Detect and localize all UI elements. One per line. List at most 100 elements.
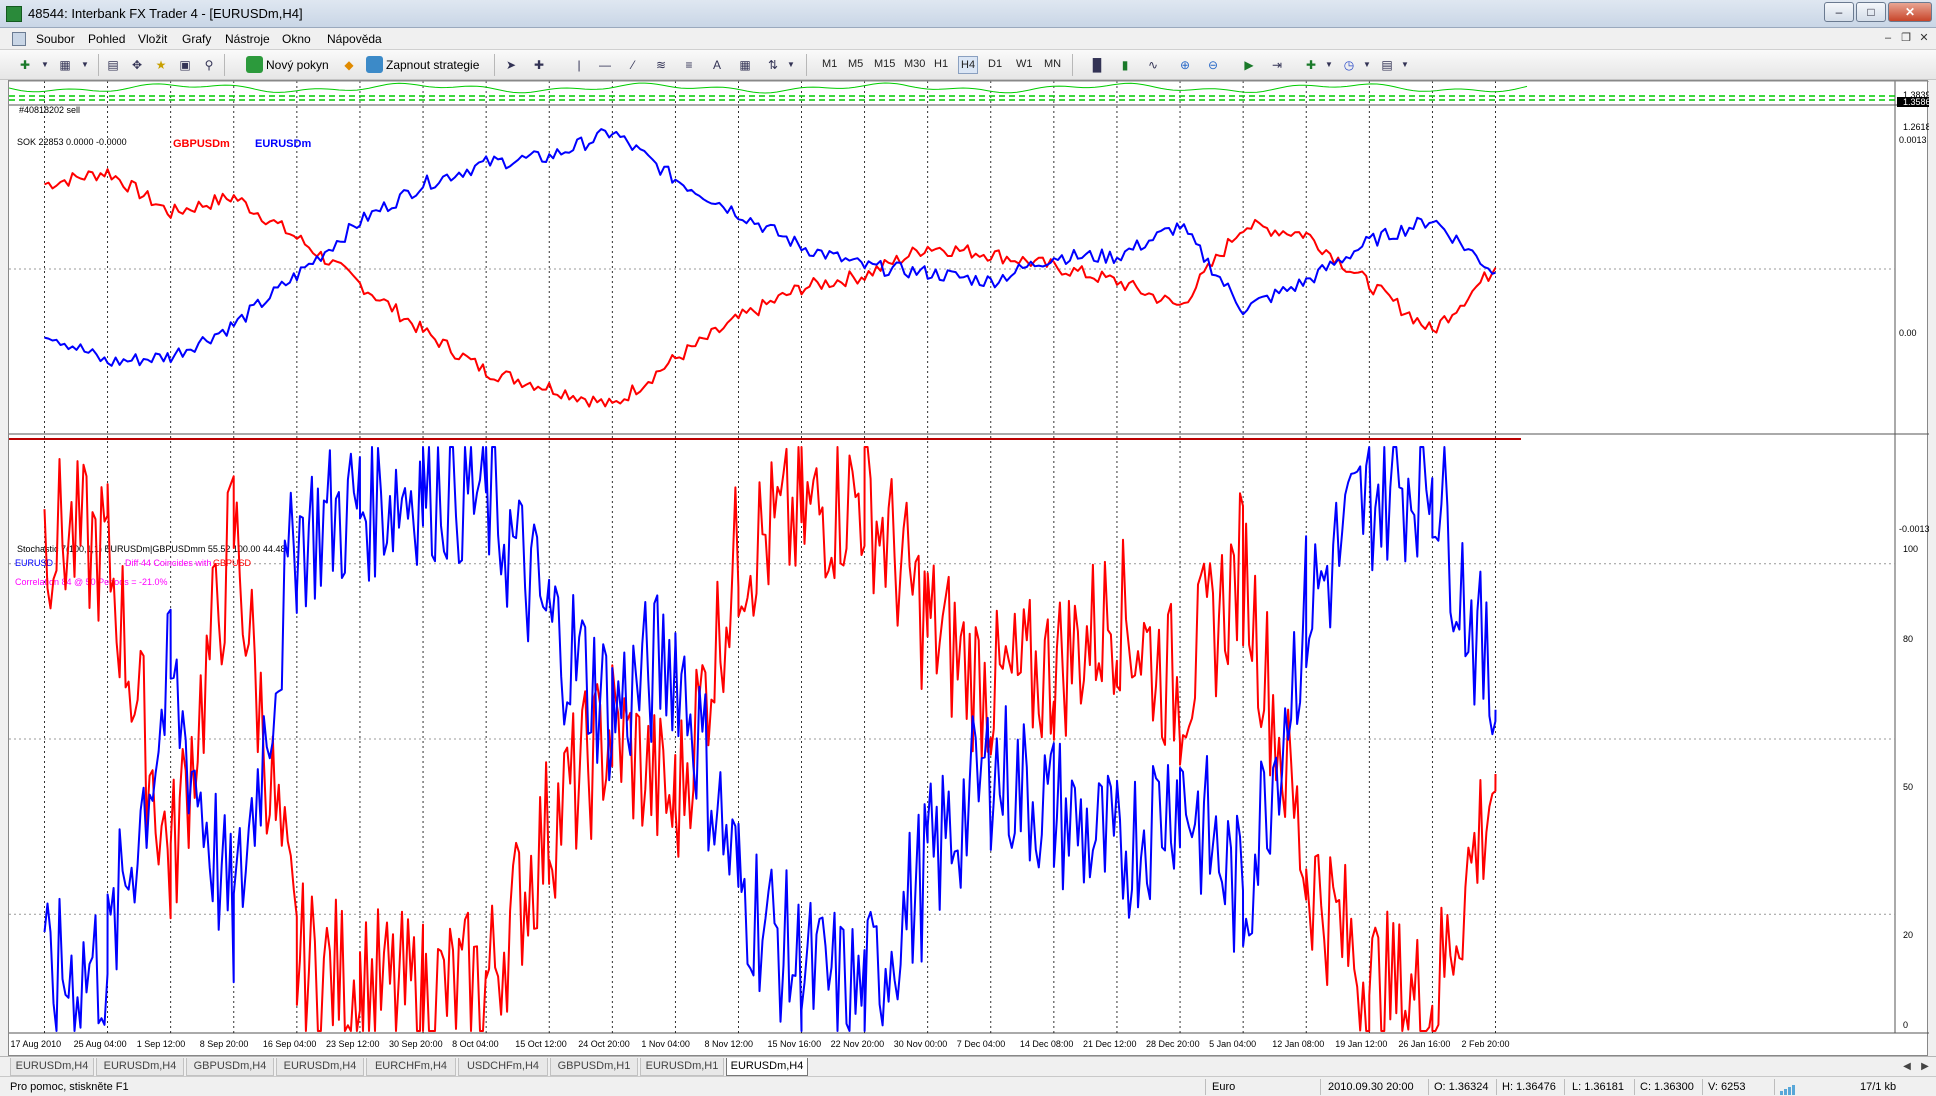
timeframe-d1-button[interactable]: D1 bbox=[988, 58, 1003, 70]
timeframe-h1-button[interactable]: H1 bbox=[934, 58, 949, 70]
chart-shift-icon[interactable]: ⇥ bbox=[1271, 58, 1283, 72]
data-window-icon[interactable]: ✥ bbox=[131, 58, 143, 72]
templates-dropdown-icon[interactable]: ▼ bbox=[1401, 60, 1409, 69]
minimize-button[interactable]: – bbox=[1824, 2, 1854, 22]
fibonacci-icon[interactable]: ≡ bbox=[685, 58, 693, 72]
time-axis: 17 Aug 2010 25 Aug 04:00 1 Sep 12:00 8 Sep … bbox=[11, 1039, 1510, 1049]
line-chart-icon[interactable]: ∿ bbox=[1147, 58, 1159, 72]
timeframe-m15-button[interactable]: M15 bbox=[874, 58, 896, 70]
timeframe-w1-button[interactable]: W1 bbox=[1016, 58, 1033, 70]
app-icon bbox=[6, 6, 22, 22]
stoch-scale-50: 50 bbox=[1903, 782, 1913, 792]
menu-soubor[interactable]: Soubor bbox=[36, 32, 75, 46]
chart-tab-8[interactable]: EURUSDm,H1 bbox=[640, 1058, 724, 1076]
chart-tab-1[interactable]: EURUSDm,H4 bbox=[10, 1058, 94, 1076]
chart-tab-9[interactable]: EURUSDm,H4 bbox=[726, 1058, 808, 1076]
timeframe-m1-button[interactable]: M1 bbox=[822, 58, 838, 70]
status-profile[interactable]: Euro bbox=[1212, 1081, 1236, 1093]
menu-grafy[interactable]: Grafy bbox=[182, 32, 212, 46]
status-separator bbox=[1634, 1079, 1635, 1095]
mdi-restore-icon[interactable]: ❐ bbox=[1901, 32, 1911, 44]
time-axis-label: 23 Sep 12:00 bbox=[326, 1039, 380, 1049]
vertical-line-icon[interactable]: | bbox=[577, 58, 581, 72]
status-separator bbox=[1320, 1079, 1321, 1095]
terminal-icon[interactable]: ▣ bbox=[179, 58, 191, 72]
chart-tab-3[interactable]: GBPUSDm,H4 bbox=[186, 1058, 274, 1076]
expert-advisors-button[interactable]: Zapnout strategie bbox=[364, 55, 483, 75]
maximize-button[interactable]: □ bbox=[1856, 2, 1886, 22]
stochastic-eurusd-line bbox=[43, 446, 1497, 1032]
time-axis-label: 2 Feb 20:00 bbox=[1461, 1039, 1509, 1049]
menu-napoveda[interactable]: Nápověda bbox=[327, 32, 382, 46]
equidistant-channel-icon[interactable]: ≋ bbox=[655, 58, 667, 72]
chart-tab-4[interactable]: EURUSDm,H4 bbox=[276, 1058, 364, 1076]
chart-document-icon[interactable] bbox=[12, 32, 26, 46]
indicators-icon[interactable]: ✚ bbox=[1305, 58, 1317, 72]
candlestick-icon[interactable]: ▮ bbox=[1121, 58, 1129, 72]
close-button[interactable]: ✕ bbox=[1888, 2, 1932, 22]
time-axis-label: 24 Oct 20:00 bbox=[578, 1039, 630, 1049]
zoom-out-icon[interactable]: ⊖ bbox=[1207, 58, 1219, 72]
mdi-minimize-icon[interactable]: – bbox=[1884, 32, 1892, 44]
indicators-dropdown-icon[interactable]: ▼ bbox=[1325, 60, 1333, 69]
zoom-in-icon[interactable]: ⊕ bbox=[1179, 58, 1191, 72]
chart-tab-5[interactable]: EURCHFm,H4 bbox=[366, 1058, 456, 1076]
time-axis-label: 28 Dec 20:00 bbox=[1146, 1039, 1200, 1049]
time-axis-label: 22 Nov 20:00 bbox=[831, 1039, 885, 1049]
chart-tab-6[interactable]: USDCHFm,H4 bbox=[458, 1058, 548, 1076]
tester-icon[interactable]: ⚲ bbox=[204, 58, 214, 72]
mdi-close-icon[interactable]: ✕ bbox=[1919, 32, 1929, 44]
crosshair-icon[interactable]: ✚ bbox=[533, 58, 545, 72]
status-open: O: 1.36324 bbox=[1434, 1081, 1489, 1093]
chart-tab-2[interactable]: EURUSDm,H4 bbox=[96, 1058, 184, 1076]
tab-scroll-right-icon[interactable]: ▶ bbox=[1921, 1061, 1929, 1072]
timeframe-h4-button[interactable]: H4 bbox=[958, 56, 979, 74]
market-watch-icon[interactable]: ▤ bbox=[107, 58, 119, 72]
menu-okno[interactable]: Okno bbox=[282, 32, 311, 46]
auto-scroll-icon[interactable]: ▶ bbox=[1244, 58, 1254, 72]
legend-eurusd: EURUSDm bbox=[255, 138, 311, 150]
tab-scroll-left-icon[interactable]: ◀ bbox=[1903, 1061, 1911, 1072]
time-axis-label: 7 Dec 04:00 bbox=[957, 1039, 1006, 1049]
menu-nastroje[interactable]: Nástroje bbox=[225, 32, 270, 46]
top-pane-label: #40818202 sell bbox=[19, 105, 80, 115]
text-label-icon[interactable]: ▦ bbox=[739, 58, 751, 72]
menu-vlozit[interactable]: Vložit bbox=[138, 32, 168, 46]
new-order-button[interactable]: Nový pokyn bbox=[244, 55, 333, 75]
timeframe-m5-button[interactable]: M5 bbox=[848, 58, 864, 70]
time-axis-label: 12 Jan 08:00 bbox=[1272, 1039, 1324, 1049]
trendline-icon[interactable]: ⁄ bbox=[631, 58, 634, 72]
grid bbox=[9, 81, 1929, 1034]
middle-scale-zero: 0.00 bbox=[1899, 328, 1917, 338]
stochastic-eurusd-label: EURUSD bbox=[15, 558, 54, 568]
profiles-dropdown-icon[interactable]: ▼ bbox=[81, 60, 89, 69]
timeframe-m30-button[interactable]: M30 bbox=[904, 58, 926, 70]
time-axis-label: 16 Sep 04:00 bbox=[263, 1039, 317, 1049]
templates-icon[interactable]: ▤ bbox=[1381, 58, 1393, 72]
time-axis-label: 30 Sep 20:00 bbox=[389, 1039, 443, 1049]
new-order-icon bbox=[246, 56, 263, 73]
time-axis-label: 19 Jan 12:00 bbox=[1335, 1039, 1387, 1049]
expert-advisors-icon bbox=[366, 56, 383, 73]
periods-clock-icon[interactable]: ◷ bbox=[1343, 58, 1355, 72]
metaeditor-icon[interactable]: ◆ bbox=[344, 58, 354, 72]
text-icon[interactable]: A bbox=[712, 58, 721, 72]
cursor-icon[interactable]: ➤ bbox=[505, 58, 517, 72]
horizontal-line-icon[interactable]: — bbox=[599, 58, 611, 72]
navigator-icon[interactable]: ★ bbox=[155, 58, 167, 72]
arrows-dropdown-icon[interactable]: ▼ bbox=[787, 60, 795, 69]
new-chart-icon[interactable]: ✚ bbox=[19, 58, 31, 72]
arrows-icon[interactable]: ⇅ bbox=[767, 58, 779, 72]
timeframe-mn-button[interactable]: MN bbox=[1044, 58, 1062, 70]
profiles-icon[interactable]: ▦ bbox=[59, 58, 71, 72]
chart-tab-7[interactable]: GBPUSDm,H1 bbox=[550, 1058, 638, 1076]
status-separator bbox=[1702, 1079, 1703, 1095]
bar-chart-icon[interactable]: █ bbox=[1092, 58, 1102, 72]
periods-dropdown-icon[interactable]: ▼ bbox=[1363, 60, 1371, 69]
status-separator bbox=[1774, 1079, 1775, 1095]
menu-pohled[interactable]: Pohled bbox=[88, 32, 126, 46]
new-chart-dropdown-icon[interactable]: ▼ bbox=[41, 60, 49, 69]
